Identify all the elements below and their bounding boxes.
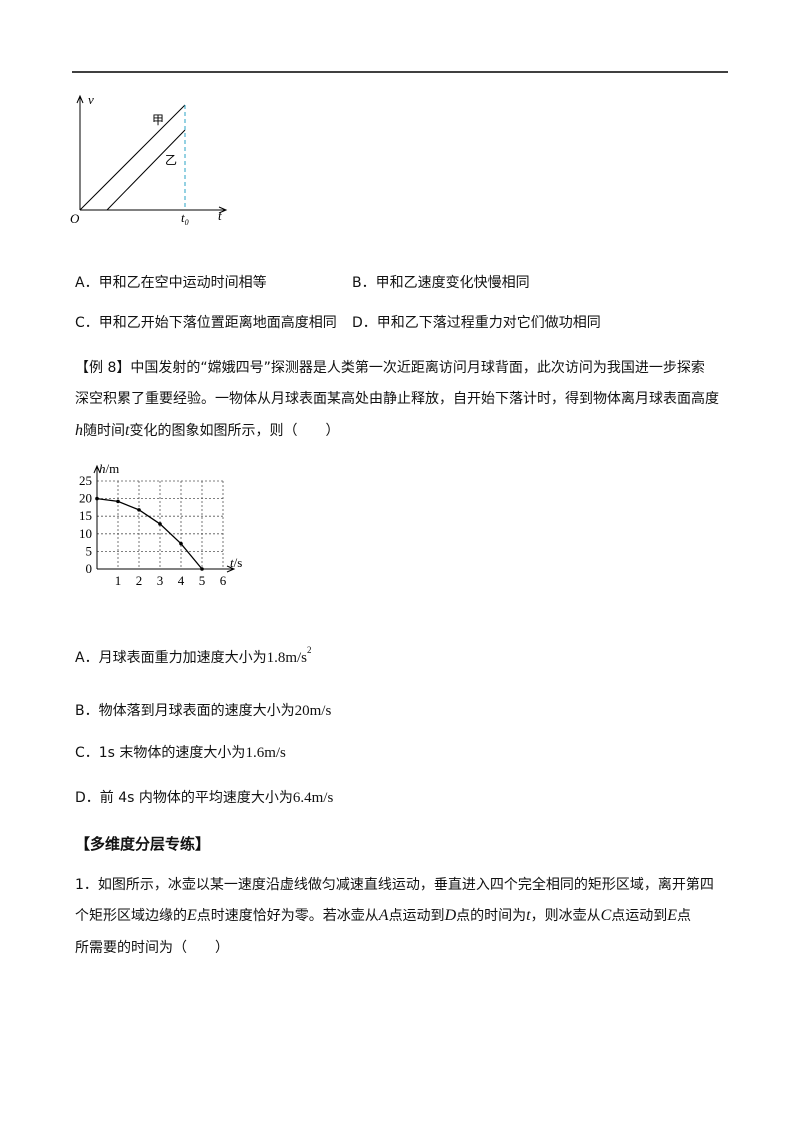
- option: D．甲和乙下落过程重力对它们做功相同: [352, 315, 601, 331]
- line-label: 乙: [165, 153, 177, 167]
- axis-label: t/s: [230, 555, 242, 570]
- y-tick-label: 15: [79, 508, 92, 523]
- text-run: h: [75, 422, 83, 439]
- text-run: 20m/s: [294, 703, 332, 719]
- text-run: E: [187, 907, 197, 924]
- text-run: t: [125, 422, 130, 439]
- y-tick-label: 20: [79, 491, 92, 506]
- text-run: B．物体落到月球表面的速度大小为: [75, 703, 295, 719]
- arrow: [218, 206, 228, 214]
- paragraph-line: h随时间t变化的图象如图所示，则（ ）: [75, 420, 339, 440]
- data-point: [200, 567, 204, 571]
- paragraph-line: 深空积累了重要经验。一物体从月球表面某高处由静止释放，自开始下落计时，得到物体离…: [75, 388, 719, 408]
- arrow: [226, 565, 236, 573]
- y-tick-label: 5: [86, 543, 93, 558]
- data-point: [137, 508, 141, 512]
- section-heading: 【多维度分层专练】: [75, 835, 211, 853]
- label-run: t: [230, 555, 234, 570]
- data-point: [158, 522, 162, 526]
- paragraph-line: 1．如图所示，冰壶以某一速度沿虚线做匀减速直线运动，垂直进入四个完全相同的矩形区…: [75, 874, 714, 894]
- t0-sub: 0: [185, 218, 189, 227]
- text-run: 2: [307, 645, 312, 655]
- option: C．1s 末物体的速度大小为1.6m/s: [75, 742, 286, 762]
- text-run: D．前 4s 内物体的平均速度大小为: [75, 790, 293, 806]
- text-run: A: [378, 907, 389, 924]
- text-run: 变化的图象如图所示，则（ ）: [129, 423, 340, 439]
- origin-label: O: [70, 211, 80, 226]
- paragraph-line: 【例 8】中国发射的“嫦娥四号”探测器是人类第一次近距离访问月球背面，此次访问为…: [75, 357, 705, 377]
- option: C．甲和乙开始下落位置距离地面高度相同: [75, 315, 337, 331]
- option: B．物体落到月球表面的速度大小为20m/s: [75, 700, 331, 720]
- text-run: 点的时间为: [456, 908, 527, 924]
- x-tick-label: 2: [136, 573, 143, 588]
- text-run: E: [667, 907, 678, 924]
- text-run: C．1s 末物体的速度大小为: [75, 745, 246, 761]
- option: A．月球表面重力加速度大小为1.8m/s2: [75, 645, 312, 667]
- text-run: C: [600, 907, 612, 924]
- paragraph-line: 所需要的时间为（ ）: [75, 937, 229, 957]
- x-tick-label: 5: [199, 573, 206, 588]
- text-run: 点运动到: [611, 908, 668, 924]
- axis-label: v: [88, 92, 94, 107]
- y-tick-label: 25: [79, 473, 92, 488]
- text-run: A．月球表面重力加速度大小为: [75, 650, 267, 666]
- data-point: [95, 496, 99, 501]
- text-run: 所需要的时间为（ ）: [75, 940, 229, 956]
- paragraph-line: 个矩形区域边缘的E点时速度恰好为零。若冰壶从A点运动到D点的时间为t，则冰壶从C…: [75, 905, 691, 925]
- text-run: 1．如图所示，冰壶以某一速度沿虚线做匀减速直线运动，垂直进入四个完全相同的矩形区…: [75, 877, 714, 893]
- curve: [96, 497, 203, 570]
- y-tick-label: 0: [86, 561, 93, 576]
- text-run: 深空积累了重要经验。一物体从月球表面某高处由静止释放，自开始下落计时，得到物体离…: [75, 391, 719, 407]
- text-run: 点: [677, 908, 692, 924]
- arrow: [93, 464, 101, 474]
- axis-label: t: [218, 208, 222, 223]
- text-run: 1.8m/s: [266, 650, 308, 666]
- text-run: 点时速度恰好为零。若冰壶从: [196, 908, 379, 924]
- x-tick-label: 4: [178, 573, 185, 588]
- label-run: h: [99, 461, 106, 476]
- text-run: 点运动到: [388, 908, 445, 924]
- text-run: 【例 8】中国发射的“嫦娥四号”探测器是人类第一次近距离访问月球背面，此次访问为…: [75, 360, 705, 376]
- data-point: [179, 541, 183, 546]
- option: B．甲和乙速度变化快慢相同: [352, 275, 530, 291]
- text-run: ，则冰壶从: [530, 908, 601, 924]
- arrow: [76, 94, 84, 104]
- x-tick-label: 6: [220, 573, 227, 588]
- t0-label: t0: [181, 210, 189, 227]
- text-run: 个矩形区域边缘的: [75, 908, 187, 924]
- x-tick-label: 3: [157, 573, 164, 588]
- option: A．甲和乙在空中运动时间相等: [75, 275, 267, 291]
- text-run: 6.4m/s: [292, 790, 334, 806]
- text-run: 1.6m/s: [245, 745, 286, 761]
- y-tick-label: 10: [79, 526, 92, 541]
- line-label: 甲: [152, 113, 164, 127]
- label-run: /s: [234, 555, 243, 570]
- text-run: D: [444, 907, 457, 924]
- text-run: t: [526, 907, 531, 924]
- line-b: [106, 129, 186, 211]
- figure1: v 甲 乙 O t0 t: [70, 92, 228, 227]
- line-a: [79, 104, 186, 211]
- axis-label: h/m: [99, 461, 119, 476]
- label-run: /m: [106, 461, 120, 476]
- text-run: 随时间: [83, 423, 125, 439]
- data-point: [116, 499, 120, 504]
- t0-main: t: [181, 210, 185, 225]
- x-tick-label: 1: [115, 573, 122, 588]
- option: D．前 4s 内物体的平均速度大小为6.4m/s: [75, 787, 333, 807]
